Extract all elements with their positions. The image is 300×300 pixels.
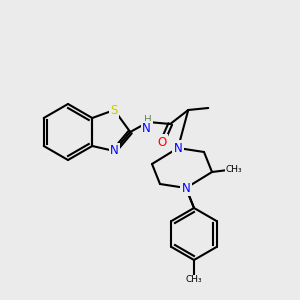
Text: CH₃: CH₃ — [226, 166, 242, 175]
Text: N: N — [174, 142, 182, 154]
Text: N: N — [142, 122, 151, 136]
Text: N: N — [110, 145, 118, 158]
Text: H: H — [144, 115, 152, 125]
Text: S: S — [111, 103, 118, 116]
Text: N: N — [182, 182, 190, 194]
Text: O: O — [158, 136, 167, 148]
Text: CH₃: CH₃ — [186, 275, 202, 284]
